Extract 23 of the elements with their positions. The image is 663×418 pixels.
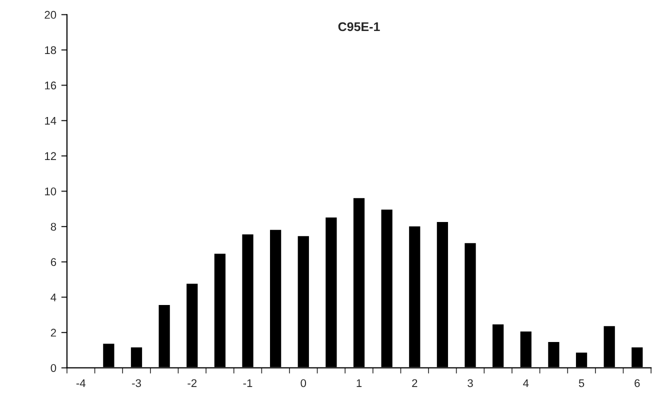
x-tick-label: 4	[523, 379, 529, 388]
x-tick-label: -4	[76, 379, 86, 388]
x-tick-label: -3	[132, 379, 141, 388]
y-tick-label: 16	[45, 82, 56, 90]
y-tick-label: 20	[44, 10, 56, 19]
x-tick-label: 0	[300, 379, 306, 388]
x-tick-label: 3	[468, 379, 473, 388]
chart-title: C95E-1	[338, 22, 380, 32]
x-tick-label: 5	[578, 379, 584, 388]
x-tick-label: 6	[634, 379, 640, 388]
x-tick-label: -1	[243, 379, 252, 388]
y-tick-label: 2	[50, 328, 56, 337]
y-tick-label: 6	[50, 258, 56, 266]
x-tick-label: 1	[356, 379, 362, 388]
y-tick-label: 4	[50, 294, 56, 302]
y-tick-label: 12	[45, 152, 56, 160]
y-tick-label: 8	[50, 222, 56, 231]
x-tick-label: -2	[188, 379, 197, 388]
y-tick-label: 0	[50, 364, 56, 372]
x-tick-label: 2	[412, 379, 418, 388]
y-tick-label: 18	[45, 46, 56, 54]
y-tick-label: 14	[45, 116, 56, 125]
y-tick-label: 10	[45, 188, 56, 196]
